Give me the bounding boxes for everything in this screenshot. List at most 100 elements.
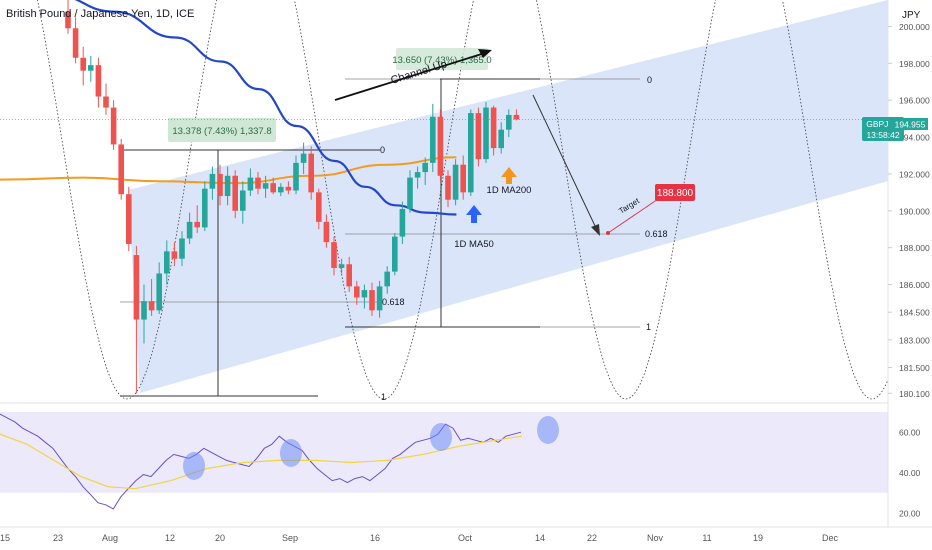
candle [384,266,390,294]
rsi-tick-label: 60.00 [899,428,921,438]
candle-body [437,116,444,176]
cycle-waves [37,0,889,400]
candle [285,181,292,195]
candle [338,258,345,274]
candle [262,175,269,198]
candle-body [300,153,307,163]
candle-body [156,273,162,311]
candle-body [422,162,428,173]
candle [194,205,200,233]
candle-body [384,271,390,287]
ma50-line [74,0,457,216]
ma200-label: 1D MA200 [487,185,532,196]
candle-body [186,221,193,239]
price-tick-label: 181.500 [899,363,930,373]
candle [483,102,489,163]
rsi-highlight [430,423,452,451]
candle [72,17,79,64]
candle-body [293,162,299,191]
candle [513,109,520,121]
time-tick-label: Sep [282,533,298,543]
candle [369,282,375,316]
time-tick-label: 23 [53,533,63,543]
time-tick-label: 16 [370,533,380,543]
candle-body [148,301,155,311]
price-tick-label: 194.000 [899,133,930,143]
rsi-pane: 60.00 40.00 20.00 [0,402,921,518]
time-tick-label: 14 [535,533,545,543]
price-tick-label: 196.000 [899,96,930,106]
badge-price: 194.955 [895,120,926,130]
candle-body [80,57,86,71]
candle-body [407,177,413,209]
candle-body [376,286,383,311]
candle [126,186,132,252]
candle [110,100,117,150]
candle [346,256,352,292]
candle-body [513,114,520,120]
candle [460,155,466,200]
candle [361,284,368,309]
candle-body [278,186,284,193]
candle [331,236,337,276]
candle-body [179,238,185,259]
candle [80,46,86,86]
sine-wave [37,0,889,400]
target-price: 188.800 [657,188,694,199]
candle [118,138,124,200]
candle-body [217,173,223,197]
price-tick-label: 188.000 [899,243,930,253]
candlestick-series [0,0,888,394]
time-tick-label: Oct [458,533,473,543]
candle [430,103,436,173]
fibonacci-levels: 0 0.618 1 0 0.618 1 [120,75,668,402]
candle [232,170,238,219]
fib-left-0618-label: 0.618 [382,297,405,307]
candle-body [369,290,375,311]
candle-body [361,290,368,298]
price-tick-label: 184.500 [899,308,930,318]
measure-left-label: 13.378 (7.43%) 1,337.8 [172,126,271,137]
candle [468,109,474,197]
candle-body [346,264,352,287]
price-tick-label: 180.100 [899,389,930,399]
candle [164,240,170,285]
time-tick-label: 12 [165,533,175,543]
price-axis[interactable]: 200.000 198.000 196.000 194.000 192.000 190.0… [888,22,930,399]
candle [300,142,307,174]
candle-body [88,65,94,71]
candle-body [316,192,322,222]
candle [323,214,330,248]
candle [171,242,178,267]
price-tick-label: 192.000 [899,169,930,179]
candle-body [202,188,208,228]
rsi-highlight [183,452,205,480]
badge-symbol: GBPJPY [866,119,900,129]
candle-body [95,65,102,97]
candle [490,105,497,156]
candle [95,57,102,108]
candle-body [171,251,178,259]
candle [202,181,208,232]
time-axis[interactable]: 15 23 Aug 12 20 Sep 16 Oct 14 22 Nov 11 19 Dec [0,533,838,543]
rsi-tick-label: 20.00 [899,508,921,518]
fib-right-1-label: 1 [646,322,651,332]
rsi-highlight [537,416,559,444]
candle-body [164,251,170,274]
candle-body [65,11,71,29]
price-tick-label: 200.000 [899,22,930,32]
target-line [607,194,665,234]
candle [316,188,322,230]
candle [506,109,512,138]
candle-body [399,208,406,237]
candle [498,122,504,154]
candle-body [460,164,466,193]
time-tick-label: 11 [702,533,711,543]
candle [88,55,94,82]
price-tick-label: 183.000 [899,335,930,345]
candle-body [126,194,132,244]
candle [240,181,246,224]
candle-body [354,286,360,298]
candle [422,157,428,185]
